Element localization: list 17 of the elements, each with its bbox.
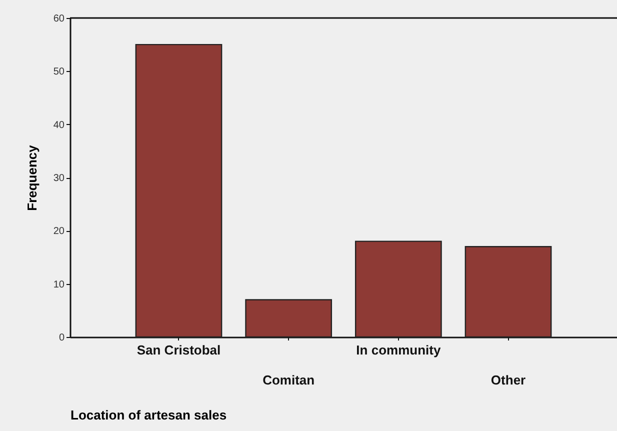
y-axis-title: Frequency xyxy=(24,144,40,211)
bar xyxy=(245,299,332,338)
bar xyxy=(135,44,222,338)
bar xyxy=(464,246,552,338)
y-tick-label: 10 xyxy=(53,279,65,290)
x-axis-title: Location of artesan sales xyxy=(70,408,227,422)
y-tick-label: 0 xyxy=(58,332,65,344)
x-tick-label: In community xyxy=(356,342,442,358)
y-tick-label: 20 xyxy=(53,226,65,238)
y-tick-label: 40 xyxy=(53,120,65,131)
y-tick-label: 30 xyxy=(53,173,65,184)
x-tick-label: Comitan xyxy=(262,372,315,388)
y-tick-label: 50 xyxy=(53,66,65,78)
x-tick-label: Other xyxy=(490,372,526,388)
y-tick-label: 60 xyxy=(53,14,65,24)
x-tick-label: San Cristobal xyxy=(136,342,221,358)
bar xyxy=(354,240,442,338)
